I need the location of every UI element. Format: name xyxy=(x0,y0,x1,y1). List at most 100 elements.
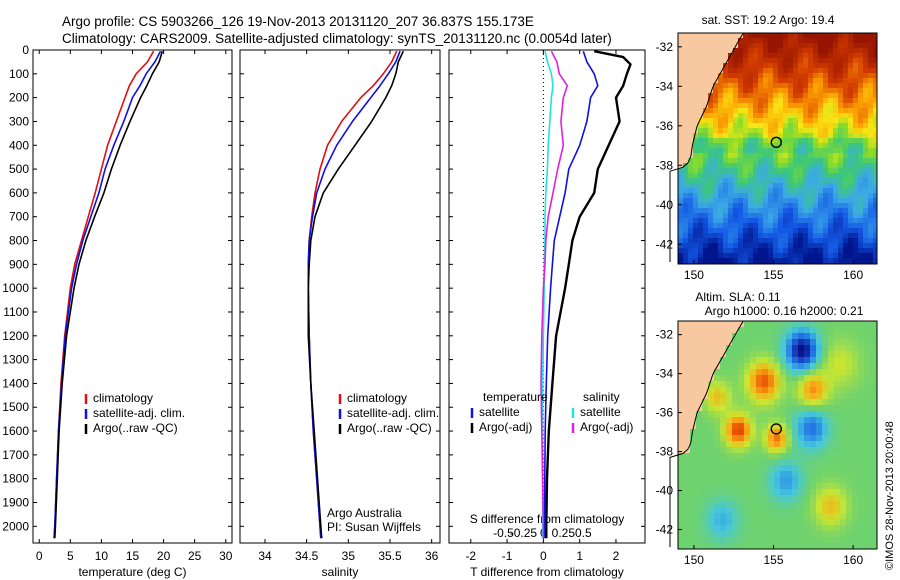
heatmap-cell xyxy=(780,525,787,532)
heatmap-cell xyxy=(798,33,804,39)
land-cell xyxy=(678,63,684,69)
land-cell xyxy=(678,133,684,139)
heatmap-cell xyxy=(720,453,727,460)
heatmap-cell xyxy=(828,489,835,496)
heatmap-cell xyxy=(774,513,781,520)
heatmap-cell xyxy=(750,351,757,358)
heatmap-cell xyxy=(834,453,841,460)
land-cell xyxy=(684,333,691,340)
heatmap-cell xyxy=(774,507,781,514)
heatmap-cell xyxy=(788,233,794,239)
heatmap-cell xyxy=(868,63,874,69)
heatmap-cell xyxy=(743,123,749,129)
heatmap-cell xyxy=(678,173,684,179)
heatmap-cell xyxy=(762,393,769,400)
land-cell xyxy=(690,387,697,394)
heatmap-cell xyxy=(733,98,739,104)
heatmap-cell xyxy=(732,411,739,418)
y-tick-label: -32 xyxy=(656,40,674,54)
heatmap-cell xyxy=(828,138,834,144)
heatmap-cell xyxy=(793,243,799,249)
land-cell xyxy=(688,33,694,39)
heatmap-cell xyxy=(868,183,874,189)
heatmap-cell xyxy=(792,453,799,460)
heatmap-cell xyxy=(768,48,774,54)
heatmap-cell xyxy=(718,153,724,159)
sla-map-title: Altim. SLA: 0.11 xyxy=(695,290,780,304)
heatmap-cell xyxy=(783,168,789,174)
heatmap-cell xyxy=(793,68,799,74)
heatmap-cell xyxy=(788,128,794,134)
heatmap-cell xyxy=(858,393,865,400)
land-cell xyxy=(683,143,689,149)
heatmap-cell xyxy=(713,138,719,144)
heatmap-cell xyxy=(810,531,817,538)
heatmap-cell xyxy=(738,417,745,424)
heatmap-cell xyxy=(833,148,839,154)
heatmap-cell xyxy=(810,387,817,394)
heatmap-cell xyxy=(753,158,759,164)
heatmap-cell xyxy=(726,477,733,484)
heatmap-cell xyxy=(846,531,853,538)
heatmap-cell xyxy=(773,143,779,149)
heatmap-cell xyxy=(873,218,878,224)
heatmap-cell xyxy=(788,108,794,114)
heatmap-cell xyxy=(696,507,703,514)
heatmap-cell xyxy=(813,168,819,174)
land-cell xyxy=(708,48,714,54)
heatmap-cell xyxy=(693,163,699,169)
heatmap-cell xyxy=(733,238,739,244)
heatmap-cell xyxy=(833,183,839,189)
heatmap-cell xyxy=(803,223,809,229)
heatmap-cell xyxy=(818,188,824,194)
heatmap-cell xyxy=(873,248,878,254)
heatmap-cell xyxy=(743,138,749,144)
heatmap-cell xyxy=(804,429,811,436)
heatmap-cell xyxy=(774,339,781,346)
heatmap-cell xyxy=(843,93,849,99)
heatmap-cell xyxy=(744,417,751,424)
heatmap-cell xyxy=(833,178,839,184)
heatmap-cell xyxy=(833,38,839,44)
land-cell xyxy=(708,78,714,84)
heatmap-cell xyxy=(768,345,775,352)
heatmap-cell xyxy=(870,531,877,538)
heatmap-cell xyxy=(803,38,809,44)
heatmap-cell xyxy=(743,248,749,254)
heatmap-cell xyxy=(846,345,853,352)
heatmap-cell xyxy=(858,188,864,194)
land-cell xyxy=(698,68,704,74)
heatmap-cell xyxy=(818,63,824,69)
heatmap-cell xyxy=(846,477,853,484)
heatmap-cell xyxy=(853,213,859,219)
land-cell xyxy=(698,58,704,64)
heatmap-cell xyxy=(846,471,853,478)
heatmap-cell xyxy=(788,228,794,234)
heatmap-cell xyxy=(870,327,877,334)
heatmap-cell xyxy=(863,143,869,149)
heatmap-cell xyxy=(703,108,709,114)
heatmap-cell xyxy=(733,253,739,259)
heatmap-cell xyxy=(810,429,817,436)
heatmap-cell xyxy=(768,507,775,514)
legend-label: climatology xyxy=(347,391,407,405)
heatmap-cell xyxy=(786,537,793,544)
heatmap-cell xyxy=(810,519,817,526)
heatmap-cell xyxy=(743,208,749,214)
land-cell xyxy=(684,345,691,352)
heatmap-cell xyxy=(828,113,834,119)
land-cell xyxy=(678,113,684,119)
heatmap-cell xyxy=(762,543,769,550)
heatmap-cell xyxy=(763,98,769,104)
heatmap-cell xyxy=(858,417,865,424)
heatmap-cell xyxy=(813,233,819,239)
heatmap-cell xyxy=(693,148,699,154)
heatmap-cell xyxy=(798,387,805,394)
land-cell xyxy=(696,345,703,352)
heatmap-cell xyxy=(714,411,721,418)
heatmap-cell xyxy=(723,118,729,124)
heatmap-cell xyxy=(788,88,794,94)
heatmap-cell xyxy=(768,138,774,144)
heatmap-cell xyxy=(714,465,721,472)
heatmap-cell xyxy=(763,48,769,54)
